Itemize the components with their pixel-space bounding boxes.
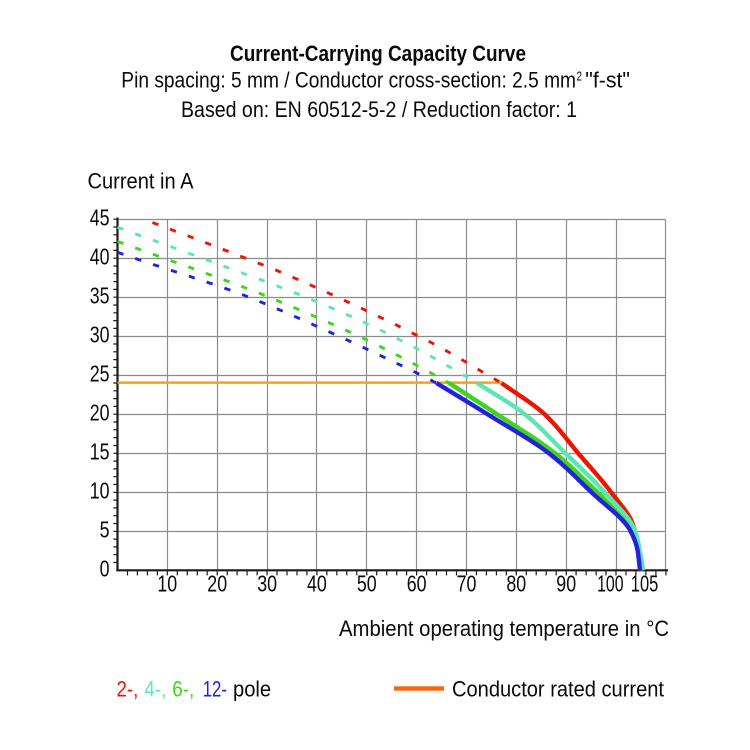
svg-text:90: 90 [556,571,576,597]
svg-text:80: 80 [506,571,526,597]
svg-text:20: 20 [90,399,110,425]
svg-text:Current in A: Current in A [88,169,194,194]
svg-text:Ambient operating temperature: Ambient operating temperature in °C [339,616,669,641]
svg-text:50: 50 [357,571,377,597]
svg-text:Current-Carrying Capacity Curv: Current-Carrying Capacity Curve [230,41,526,66]
svg-text:4-,: 4-, [144,676,166,701]
svg-text:pole: pole [233,676,271,701]
svg-text:100: 100 [597,571,623,597]
svg-text:2: 2 [577,69,583,84]
svg-text:Pin spacing: 5 mm / Conductor: Pin spacing: 5 mm / Conductor cross-sect… [121,68,576,93]
svg-text:Conductor rated current: Conductor rated current [452,676,664,701]
svg-text:105: 105 [631,571,659,597]
svg-text:6-,: 6-, [172,676,194,701]
svg-text:15: 15 [90,439,110,465]
svg-text:5: 5 [100,517,110,543]
svg-text:30: 30 [90,321,110,347]
svg-text:0: 0 [100,556,110,582]
svg-text:10: 10 [157,571,177,597]
svg-text:70: 70 [457,571,477,597]
svg-text:Based on: EN 60512-5-2 / Reduc: Based on: EN 60512-5-2 / Reduction facto… [181,97,577,122]
svg-text:35: 35 [90,282,110,308]
svg-text:45: 45 [90,204,110,230]
svg-text:20: 20 [207,571,227,597]
svg-text:"f-st": "f-st" [585,68,630,93]
svg-text:40: 40 [90,243,110,269]
svg-text:30: 30 [257,571,277,597]
svg-text:25: 25 [90,360,110,386]
svg-text:40: 40 [307,571,327,597]
svg-text:12-: 12- [203,676,227,701]
svg-text:2-,: 2-, [117,676,139,701]
svg-text:60: 60 [407,571,427,597]
svg-text:10: 10 [90,478,110,504]
